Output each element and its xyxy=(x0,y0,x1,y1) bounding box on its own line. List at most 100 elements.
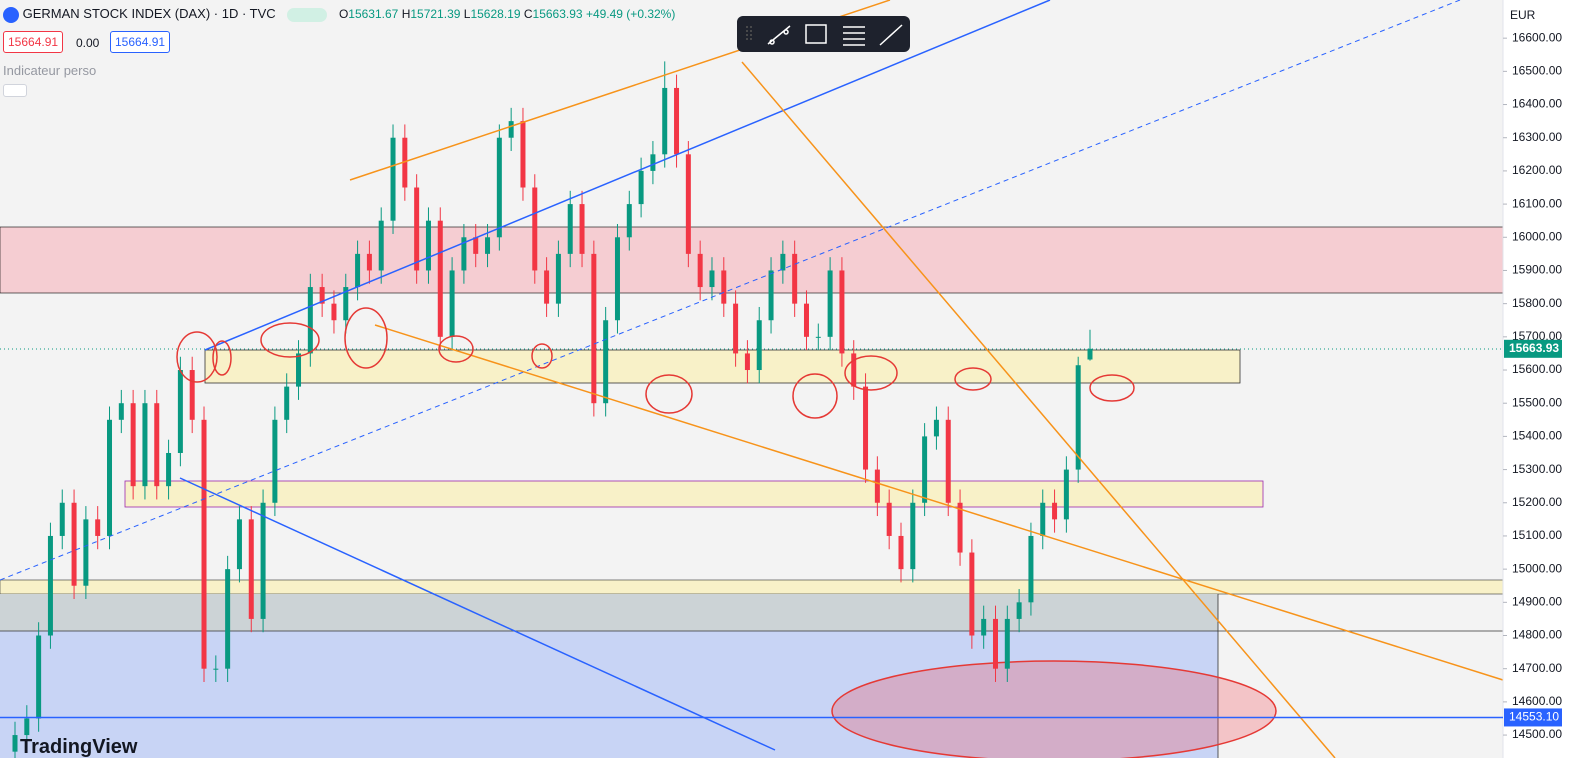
candle-body xyxy=(863,386,869,470)
zone xyxy=(124,480,1264,508)
candle-body xyxy=(721,270,727,304)
buy-button[interactable]: 15664.91 xyxy=(110,31,171,53)
y-tick-label: 16400.00 xyxy=(1512,97,1562,111)
candle-body xyxy=(544,270,550,304)
candles xyxy=(12,61,1093,758)
brand: TradingView xyxy=(20,736,138,758)
ellipse[interactable] xyxy=(1089,374,1135,402)
icon-fib[interactable] xyxy=(843,26,865,46)
candle-body xyxy=(1075,365,1081,470)
candle-body xyxy=(839,270,845,354)
candle-body xyxy=(674,87,680,155)
candle-body xyxy=(166,452,172,487)
symbol-icon[interactable] xyxy=(3,6,19,23)
candle-body xyxy=(12,735,18,752)
trend-line[interactable] xyxy=(0,0,1461,581)
y-tick-label: 15100.00 xyxy=(1512,528,1562,542)
y-tick-label: 15900.00 xyxy=(1512,263,1562,277)
candle-body xyxy=(827,270,833,337)
ohlc-value: 15663.93 xyxy=(532,7,583,21)
y-tick-label: 16500.00 xyxy=(1512,64,1562,78)
y-tick-label: 16200.00 xyxy=(1512,163,1562,177)
icon-line[interactable] xyxy=(767,25,791,45)
candle-body xyxy=(95,519,101,536)
icon-rect[interactable] xyxy=(805,24,827,44)
ellipse[interactable] xyxy=(645,374,693,414)
candle-body xyxy=(366,253,372,271)
y-tick-label: 15400.00 xyxy=(1512,429,1562,443)
ohlc-label: O xyxy=(338,7,349,21)
candle-body xyxy=(47,535,53,636)
ellipse[interactable] xyxy=(844,355,898,391)
candle-body xyxy=(1087,348,1093,360)
indicator[interactable]: Indicateur perso xyxy=(3,63,97,78)
ellipse[interactable] xyxy=(438,335,474,363)
ellipse[interactable] xyxy=(176,331,218,383)
symbol-title[interactable]: GERMAN STOCK INDEX (DAX) · 1D · TVC xyxy=(22,6,276,21)
candle-body xyxy=(803,303,809,337)
ellipse[interactable] xyxy=(792,373,838,419)
ellipse[interactable] xyxy=(260,322,320,358)
hline-label-box xyxy=(1504,708,1562,727)
sell-button[interactable]: 15664.91 xyxy=(3,31,64,53)
ellipse[interactable] xyxy=(344,307,388,369)
candle-body xyxy=(1052,502,1058,520)
candle-body xyxy=(461,237,467,271)
trend-line[interactable] xyxy=(204,0,1051,351)
candle-body xyxy=(508,121,514,138)
ohlc-value: 15631.67 xyxy=(348,7,399,21)
ellipse[interactable] xyxy=(831,660,1277,758)
symbol-row: GERMAN STOCK INDEX (DAX) · 1D · TVC O156… xyxy=(3,6,675,23)
y-tick-label: 15500.00 xyxy=(1512,395,1562,409)
y-tick-label: 14500.00 xyxy=(1512,727,1562,741)
zone xyxy=(0,594,1218,631)
ohlc-value: 15628.19 xyxy=(470,7,521,21)
status-pill[interactable] xyxy=(287,7,328,22)
candle-body xyxy=(177,370,183,453)
candle-body xyxy=(189,370,195,420)
candle-body xyxy=(284,386,290,420)
y-tick-label: 15700.00 xyxy=(1512,329,1562,343)
candle-body xyxy=(107,419,113,536)
trend-line[interactable] xyxy=(741,61,1336,758)
ohlc-label: L xyxy=(463,7,471,21)
trend-line[interactable] xyxy=(374,324,1504,681)
ohlc-label: H xyxy=(401,7,411,21)
currency[interactable]: EUR xyxy=(1510,8,1536,22)
candle-body xyxy=(59,502,65,536)
last-price-label: 15663.93 xyxy=(1509,341,1559,355)
candle-body xyxy=(520,121,526,188)
y-tick-label: 16600.00 xyxy=(1512,30,1562,44)
candle-body xyxy=(296,353,302,387)
candle-body xyxy=(142,403,148,487)
candle-body xyxy=(768,270,774,321)
icon-trend[interactable] xyxy=(879,24,903,46)
change: +49.49 (+0.32%) xyxy=(585,7,676,21)
trend-line[interactable] xyxy=(179,477,776,751)
candle-body xyxy=(260,502,266,619)
candle-body xyxy=(36,635,42,719)
ellipse[interactable] xyxy=(954,367,992,391)
ellipse[interactable] xyxy=(531,343,553,369)
candle-body xyxy=(414,187,420,271)
candle-body xyxy=(496,137,502,238)
candle-body xyxy=(1063,469,1069,520)
candle-body xyxy=(71,502,77,586)
candle-body xyxy=(83,519,89,586)
candle-body xyxy=(756,320,762,371)
price-axis[interactable] xyxy=(1503,0,1586,758)
y-tick-label: 14600.00 xyxy=(1512,694,1562,708)
candle-body xyxy=(933,419,939,437)
drag-handle[interactable] xyxy=(746,26,752,42)
candle-body xyxy=(662,87,668,155)
candle-body xyxy=(248,519,254,619)
ellipse[interactable] xyxy=(212,340,232,376)
candle-body xyxy=(733,303,739,354)
candle-body xyxy=(236,519,242,570)
collapse-button[interactable] xyxy=(3,84,27,97)
candle-body xyxy=(331,303,337,321)
candle-body xyxy=(614,237,620,321)
candle-body xyxy=(981,618,987,636)
candle-body xyxy=(24,718,30,736)
candle-body xyxy=(709,270,715,288)
